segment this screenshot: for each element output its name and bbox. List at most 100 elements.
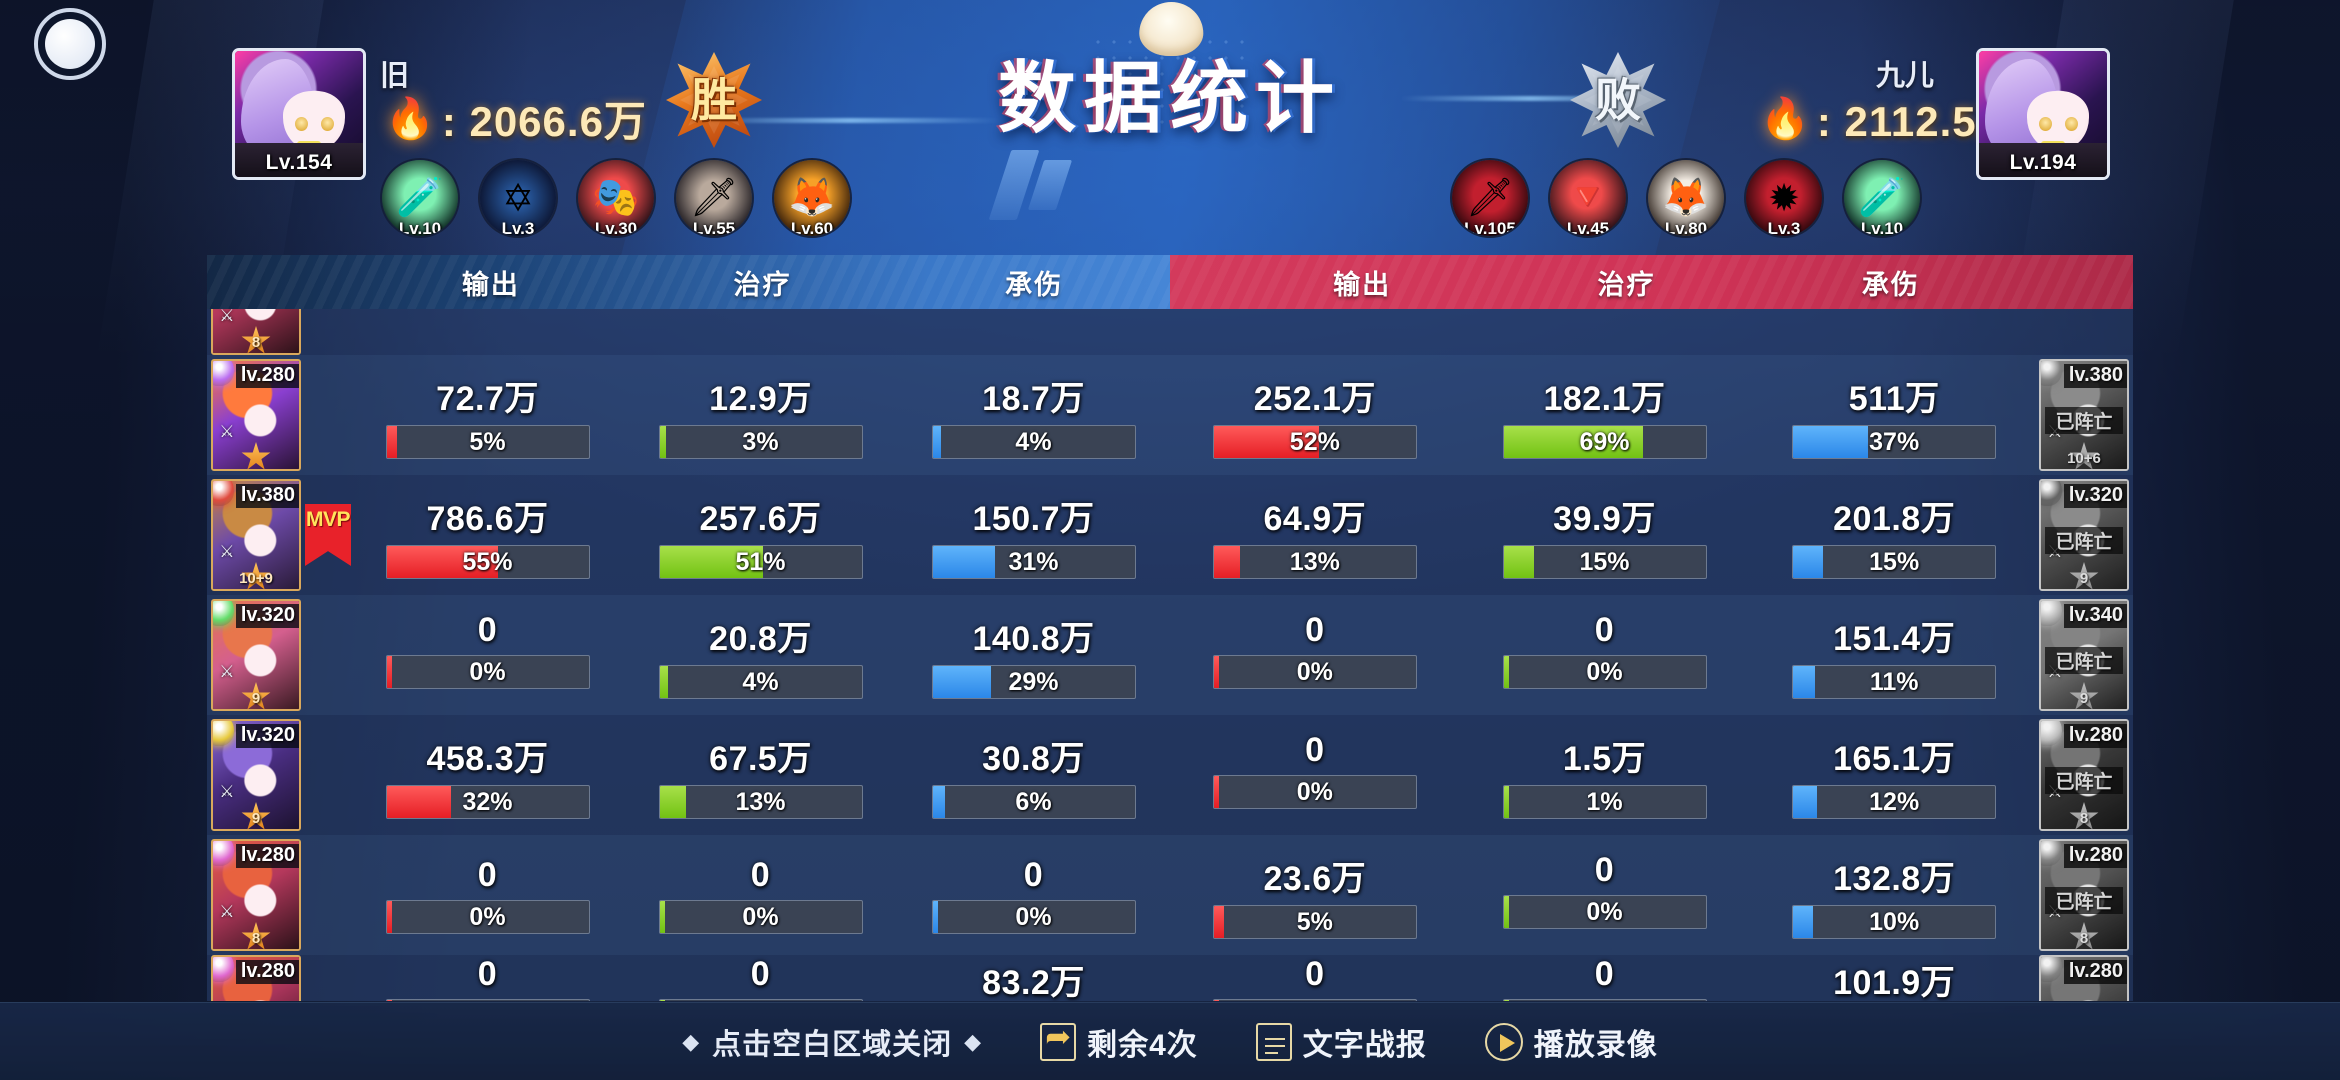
left-3-taken-value: 140.8万: [972, 620, 1095, 658]
portrait-rank: 10+6: [2067, 450, 2101, 467]
hero-portrait[interactable]: 🦊 Lv.60: [774, 160, 850, 236]
document-icon: [1255, 1022, 1292, 1061]
right-4-damage-bar: 0%: [1212, 775, 1417, 809]
left-5-taken-percent: 0%: [1015, 902, 1052, 931]
joystick-button[interactable]: [34, 8, 106, 80]
hero-portrait[interactable]: 🧪 Lv.10: [382, 160, 458, 236]
right-4-heal-cell: 1.5万 1%: [1460, 731, 1750, 819]
left-3-taken-percent: 29%: [1008, 667, 1059, 696]
right-2-heal-bar: 15%: [1502, 545, 1707, 579]
left-4-damage-value: 458.3万: [426, 740, 549, 778]
stat-cells: 786.6万 55% 257.6万 51% 150.7万 31%: [351, 491, 1170, 579]
left-6-damage-cell: 0 0%: [351, 955, 624, 1001]
left-team-hero-strip: 🧪 Lv.10 ✡ Lv.3 🎭 Lv.30 🗡 Lv.55 🦊 Lv.60: [382, 160, 850, 236]
stat-cells: 0 0% 1.5万 1% 165.1万 12%: [1170, 731, 2039, 819]
table-row-partial[interactable]: [1170, 309, 2133, 355]
right-6-damage-bar-fill: [1213, 1000, 1219, 1001]
hero-portrait[interactable]: 🗡 Lv.55: [676, 160, 752, 236]
left-player-avatar-card[interactable]: Lv.154: [232, 48, 366, 180]
right-team-stats-table[interactable]: lv.380⚔已阵亡10+6252.1万52%182.1万69%511万37%l…: [1170, 309, 2133, 1001]
right-player-avatar-card[interactable]: Lv.194: [1976, 48, 2110, 180]
table-row[interactable]: lv.280⚔8 0 0% 0 0% 83.2万0%: [207, 955, 1170, 1001]
left-3-damage-bar-fill: [386, 656, 392, 688]
table-row-partial[interactable]: ⚔ 8: [207, 309, 1170, 355]
hero-level: Lv.3: [501, 219, 535, 236]
right-4-damage-bar-fill: [1213, 776, 1219, 808]
player-portrait[interactable]: lv.280⚔8: [211, 955, 301, 1001]
hero-portrait[interactable]: 🗡 Lv.105: [1452, 160, 1528, 236]
hero-portrait[interactable]: 🎭 Lv.30: [578, 160, 654, 236]
left-4-heal-bar-fill: [659, 786, 686, 818]
table-row[interactable]: lv.280 ⚔ 8 0 0% 0 0% 0 0%: [207, 835, 1170, 955]
weapon-icon: ⚔: [219, 662, 235, 681]
element-emblem-icon: [2041, 841, 2062, 866]
left-3-damage-bar: 0%: [385, 655, 590, 689]
hero-level: Lv.55: [692, 219, 736, 236]
hero-portrait[interactable]: 🔻 Lv.45: [1550, 160, 1626, 236]
left-5-damage-value: 0: [477, 856, 498, 894]
right-player-name: 九儿: [1876, 60, 1935, 92]
right-1-damage-value: 252.1万: [1253, 380, 1376, 418]
left-team-stats-table[interactable]: ⚔ 8 lv.280 ⚔ 72.7万 5% 12.9万 3% 18.7万 4% lv.380 ⚔ 10+…: [207, 309, 1170, 1001]
portrait-level: lv.280: [2063, 844, 2127, 868]
left-6-heal-bar-fill: [659, 1000, 665, 1001]
right-1-taken-bar-fill: [1793, 426, 1868, 458]
left-2-damage-bar-fill: [386, 546, 498, 578]
hero-portrait[interactable]: 🦊 Lv.80: [1648, 160, 1724, 236]
weapon-icon: ⚔: [219, 542, 235, 561]
portrait-level: lv.320: [2063, 484, 2127, 508]
portrait-status-badge: 已阵亡: [2045, 407, 2123, 434]
replay-button-label: 播放录像: [1533, 1028, 1658, 1062]
hero-portrait[interactable]: 🧪 Lv.10: [1844, 160, 1920, 236]
portrait-rank: 9: [251, 690, 261, 707]
right-1-heal-bar-fill: [1503, 426, 1643, 458]
hero-portrait[interactable]: ✹ Lv.3: [1746, 160, 1822, 236]
close-hint[interactable]: ◆ 点击空白区域关闭 ◆: [682, 1021, 982, 1063]
player-portrait[interactable]: ⚔ 8: [211, 309, 301, 355]
left-5-taken-bar-fill: [932, 901, 938, 933]
portrait-rank: 9: [251, 810, 261, 827]
player-portrait[interactable]: lv.280⚔8: [211, 839, 301, 951]
right-6-damage-bar: 0%: [1212, 999, 1417, 1001]
text-report-button[interactable]: 文字战报: [1255, 1020, 1427, 1064]
player-portrait[interactable]: lv.280 ⚔: [211, 359, 301, 471]
player-portrait[interactable]: lv.320 ⚔ 9: [211, 719, 301, 831]
portrait-level: lv.320: [235, 724, 299, 748]
hero-portrait[interactable]: ✡ Lv.3: [480, 160, 556, 236]
stat-cells: 23.6万 5% 0 0% 132.8万 10%: [1170, 851, 2039, 939]
player-portrait[interactable]: lv.320 ⚔ 9: [211, 599, 301, 711]
left-4-heal-value: 67.5万: [709, 740, 812, 778]
element-emblem-icon: [213, 957, 234, 982]
right-2-damage-value: 64.9万: [1263, 500, 1367, 538]
element-emblem-icon: [2041, 957, 2062, 982]
portrait-rank: 10+9: [239, 570, 273, 587]
right-2-taken-percent: 15%: [1869, 547, 1920, 576]
left-player-name: 旧: [380, 60, 410, 92]
table-row[interactable]: lv.320 ⚔ 9 0 0% 20.8万 4% 140.8万 29%: [207, 595, 1170, 715]
replay-button[interactable]: 播放录像: [1484, 1020, 1658, 1064]
table-row[interactable]: lv.280 ⚔ 72.7万 5% 12.9万 3% 18.7万 4%: [207, 355, 1170, 475]
table-row[interactable]: lv.320 ⚔ 9 458.3万 32% 67.5万 13% 30.8万 6%: [207, 715, 1170, 835]
table-row[interactable]: lv.380 ⚔ 10+9 MVP 786.6万 55% 257.6万 51% 150.7万 31…: [207, 475, 1170, 595]
right-6-heal-bar: 0%: [1502, 999, 1707, 1001]
share-button[interactable]: 剩余4次: [1040, 1019, 1198, 1064]
right-6-damage-cell: 0 0%: [1170, 955, 1460, 1001]
element-emblem-icon: [2041, 601, 2062, 626]
right-column-header-taken: 承伤: [1861, 269, 1920, 300]
left-4-heal-percent: 13%: [735, 787, 786, 816]
right-5-damage-bar-fill: [1213, 906, 1224, 938]
hero-level: Lv.30: [594, 219, 638, 236]
player-portrait[interactable]: lv.380 ⚔ 10+9: [211, 479, 301, 591]
